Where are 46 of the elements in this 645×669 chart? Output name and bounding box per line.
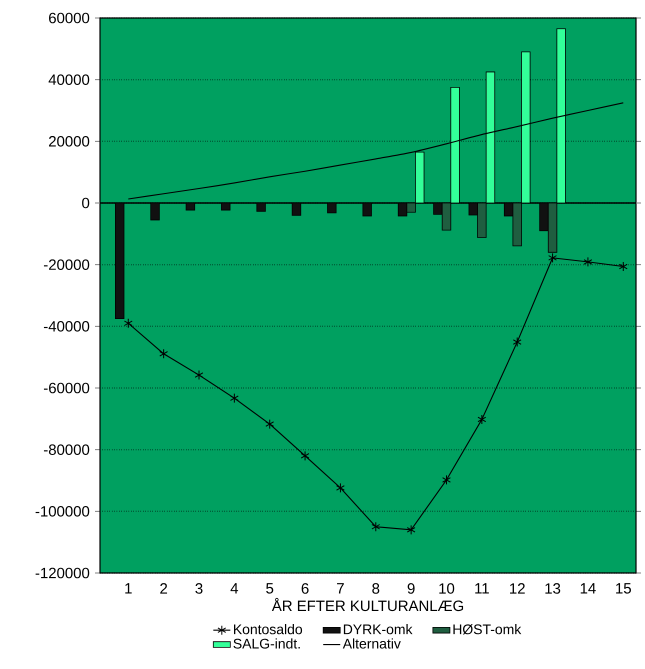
x-tick-label: 11 <box>475 583 489 594</box>
x-tick-label: 13 <box>545 583 560 594</box>
x-tick-label: 6 <box>302 583 309 594</box>
y-tick-label: 0 <box>82 198 90 208</box>
y-tick-label: 40000 <box>48 74 90 85</box>
x-tick-label: 5 <box>266 583 274 594</box>
y-tick-label: 60000 <box>49 12 90 24</box>
x-tick-label: 10 <box>439 583 454 594</box>
y-tick-label: -80000 <box>44 444 90 455</box>
legend-label: SALG-indt. <box>234 638 300 649</box>
point <box>300 450 310 461</box>
point <box>336 482 345 493</box>
x-tick-label: 8 <box>372 583 380 594</box>
point <box>159 348 168 359</box>
x-tick-label: 2 <box>160 583 168 594</box>
point <box>230 393 239 404</box>
point <box>371 522 380 532</box>
point <box>194 370 204 380</box>
x-tick-label: 14 <box>580 583 596 594</box>
y-tick-label: -60000 <box>44 382 90 394</box>
point <box>548 252 557 263</box>
legend-label: DYRK-omk <box>344 624 413 634</box>
y-tick-label: -20000 <box>44 259 90 270</box>
legend-label: Kontosaldo <box>234 624 302 634</box>
x-tick-label: 9 <box>408 583 415 594</box>
y-tick-label: -120000 <box>36 568 90 578</box>
y-tick-label: -100000 <box>36 506 90 517</box>
x-tick-label: 15 <box>616 583 631 594</box>
x-tick-label: 1 <box>125 583 132 594</box>
y-tick-label: -40000 <box>44 321 90 332</box>
x-tick-label: 12 <box>510 583 525 594</box>
legend-label: Alternativ <box>342 638 401 649</box>
x-tick-label: 4 <box>230 583 238 594</box>
point <box>618 262 628 272</box>
point <box>265 419 274 430</box>
legend-label: HØST-omk <box>453 624 522 634</box>
point <box>477 414 486 424</box>
point <box>406 524 416 535</box>
point <box>512 337 522 348</box>
point <box>442 474 451 485</box>
x-axis-title: ÅR EFTER KULTURANLÆG <box>272 598 464 612</box>
point <box>124 318 133 328</box>
y-tick-label: 20000 <box>49 136 90 147</box>
x-tick-label: 7 <box>337 583 344 594</box>
point <box>584 256 592 267</box>
x-tick-label: 3 <box>195 583 202 594</box>
